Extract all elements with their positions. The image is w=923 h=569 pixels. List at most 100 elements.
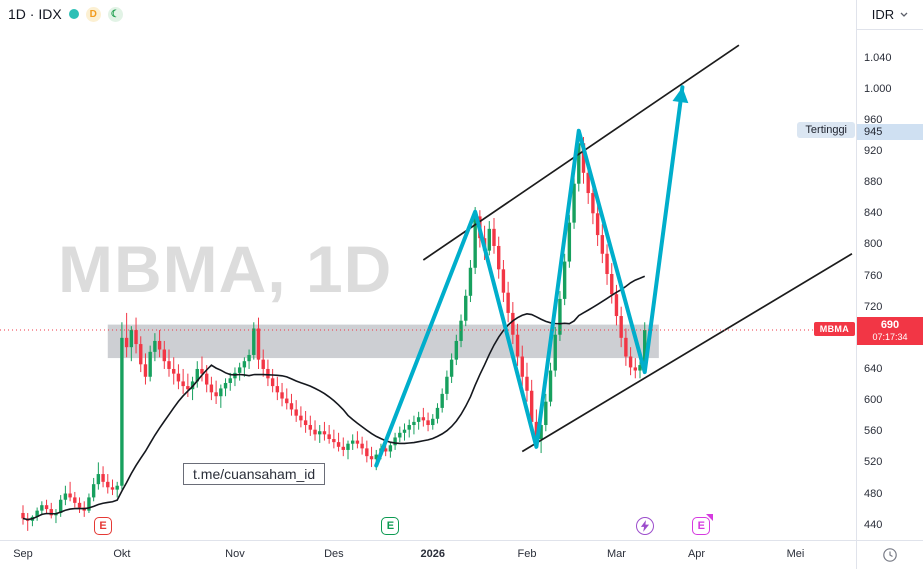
candle-body bbox=[242, 361, 247, 368]
candle-body bbox=[393, 437, 397, 446]
candle-body bbox=[87, 497, 91, 511]
candle-body bbox=[468, 267, 473, 296]
candle-body bbox=[581, 143, 586, 173]
candle-body bbox=[124, 337, 129, 348]
earnings-event-icon[interactable]: E bbox=[381, 517, 400, 535]
time-axis[interactable]: Sep Okt Nov Des 2026 Feb Mar Apr Mei bbox=[0, 540, 857, 569]
candle-body bbox=[341, 446, 345, 450]
candle-body bbox=[247, 354, 251, 362]
candle-body bbox=[398, 432, 402, 438]
candle-body bbox=[492, 228, 496, 246]
candle-body bbox=[313, 429, 317, 435]
candle-body bbox=[266, 368, 270, 379]
candle-body bbox=[346, 443, 350, 450]
candle-body bbox=[332, 439, 336, 443]
telegram-annotation[interactable]: t.me/cuansaham_id bbox=[183, 463, 326, 485]
last-price-value: 690 bbox=[880, 319, 900, 332]
lightning-event-icon[interactable] bbox=[635, 517, 654, 535]
candle-body bbox=[435, 407, 440, 419]
candle-body bbox=[280, 392, 284, 399]
projection-arrowhead[interactable] bbox=[672, 87, 689, 104]
candle-body bbox=[336, 442, 341, 447]
candle-body bbox=[464, 295, 468, 321]
support-zone[interactable] bbox=[107, 324, 659, 359]
candle-body bbox=[176, 373, 181, 382]
candle-body bbox=[77, 502, 82, 508]
candle-body bbox=[167, 361, 171, 369]
candle-body bbox=[520, 356, 524, 377]
candle-body bbox=[73, 497, 77, 503]
candle-body bbox=[511, 312, 515, 335]
candle-body bbox=[633, 367, 637, 371]
candle-body bbox=[567, 222, 572, 262]
candle-body bbox=[115, 485, 119, 490]
symbol-legend[interactable]: 1D · IDX D ☾ bbox=[8, 6, 123, 22]
candle-body bbox=[369, 456, 374, 460]
candle-body bbox=[360, 443, 364, 449]
candle-body bbox=[544, 401, 548, 426]
candle-body bbox=[186, 386, 190, 390]
earnings-event-icon[interactable]: E bbox=[94, 517, 113, 535]
price-tick: 520 bbox=[864, 456, 883, 469]
candle-body bbox=[299, 415, 303, 421]
market-closed-moon-icon: ☾ bbox=[107, 6, 123, 22]
candle-body bbox=[487, 228, 491, 251]
candle-body bbox=[303, 420, 308, 426]
candle-body bbox=[548, 370, 553, 402]
candle-body bbox=[157, 340, 162, 350]
price-tick: 1.040 bbox=[864, 51, 892, 64]
moving-average-line[interactable] bbox=[22, 275, 646, 521]
candle-body bbox=[454, 340, 459, 360]
price-tick: 800 bbox=[864, 238, 883, 251]
candle-body bbox=[209, 384, 214, 393]
candle-body bbox=[91, 484, 96, 498]
candle-body bbox=[426, 420, 430, 426]
candle-body bbox=[402, 429, 407, 433]
candle-body bbox=[534, 421, 539, 440]
time-tick: 2026 bbox=[420, 548, 446, 560]
candle-body bbox=[473, 216, 477, 268]
price-tick: 1.000 bbox=[864, 82, 892, 95]
candle-body bbox=[586, 172, 590, 194]
candle-body bbox=[139, 344, 143, 365]
candle-body bbox=[134, 330, 138, 345]
price-chart-svg[interactable]: MBMA, 1D bbox=[0, 0, 857, 541]
chart-canvas[interactable]: MBMA, 1D 1D · IDX D ☾ t.me/cuansaham_id … bbox=[0, 0, 857, 541]
candle-body bbox=[562, 261, 567, 299]
candle-body bbox=[63, 493, 68, 500]
trend-line[interactable] bbox=[422, 44, 740, 261]
candle-body bbox=[252, 328, 256, 355]
price-tick: 960 bbox=[864, 113, 883, 126]
candle-body bbox=[289, 403, 294, 410]
candle-body bbox=[294, 409, 298, 416]
time-tick: Sep bbox=[13, 548, 33, 560]
price-axis[interactable]: IDR 945 690 07:17:34 1.040 1.000 960 920 880… bbox=[856, 0, 923, 541]
watermark: MBMA, 1D bbox=[58, 232, 392, 306]
trend-line[interactable] bbox=[521, 253, 853, 453]
price-tick: 640 bbox=[864, 362, 883, 375]
candle-body bbox=[351, 440, 355, 444]
candle-body bbox=[120, 337, 124, 486]
candle-body bbox=[44, 505, 49, 510]
candle-body bbox=[577, 143, 581, 184]
candle-body bbox=[148, 351, 152, 377]
d-badge-icon: D bbox=[85, 6, 101, 22]
bar-countdown: 07:17:34 bbox=[872, 332, 908, 343]
projection-zigzag[interactable] bbox=[374, 85, 685, 468]
candle-body bbox=[440, 393, 444, 408]
candle-body bbox=[143, 364, 148, 377]
candle-body bbox=[374, 454, 378, 460]
candle-body bbox=[195, 368, 199, 382]
currency-button[interactable]: IDR bbox=[857, 0, 923, 30]
candle-body bbox=[553, 334, 557, 371]
candle-body bbox=[605, 253, 609, 275]
symbol-tag: MBMA bbox=[813, 322, 855, 337]
price-tick: 560 bbox=[864, 425, 883, 438]
candle-body bbox=[219, 388, 223, 397]
candle-body bbox=[58, 499, 63, 513]
clock-icon[interactable] bbox=[882, 547, 898, 563]
candle-body bbox=[614, 294, 619, 317]
candle-body bbox=[449, 359, 454, 377]
earnings-event-icon[interactable]: E bbox=[692, 514, 714, 535]
